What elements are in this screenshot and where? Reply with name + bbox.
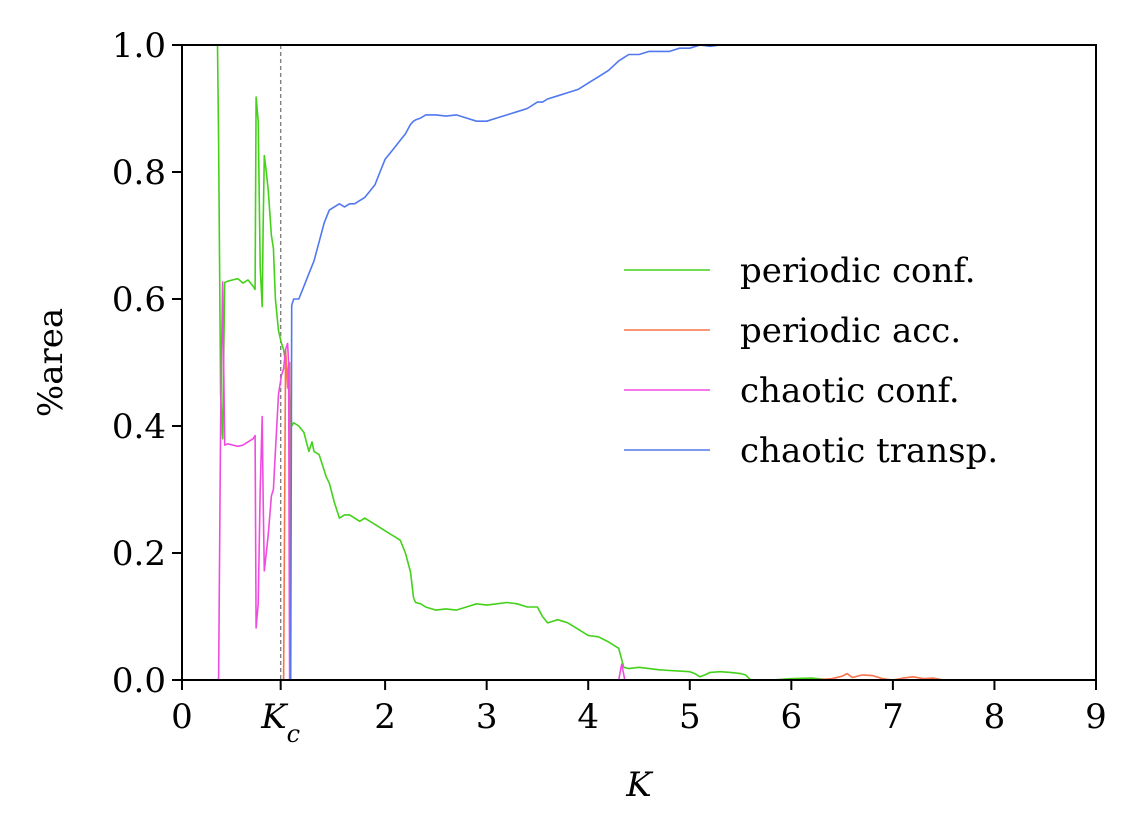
- legend-label-2: periodic acc.: [740, 311, 961, 351]
- series-line-4: [289, 44, 995, 681]
- x-tick-label: 3: [476, 697, 498, 737]
- y-axis-label: %area: [31, 308, 71, 417]
- x-tick-label: 4: [577, 697, 599, 737]
- x-tick-label: 2: [374, 697, 396, 737]
- x-axis: 0 Kc 2 3 4 5 6 7 8 9: [171, 680, 1107, 748]
- y-axis: 0.0 0.2 0.4 0.6 0.8 1.0: [112, 26, 182, 701]
- series-lines: [216, 44, 995, 681]
- legend-label-3: chaotic conf.: [740, 371, 960, 411]
- y-tick-label: 1.0: [112, 26, 166, 66]
- y-tick-label: 0.8: [112, 153, 166, 193]
- y-tick-label: 0.6: [112, 280, 166, 320]
- legend-label-1: periodic conf.: [740, 251, 976, 291]
- y-tick-label: 0.4: [112, 407, 166, 447]
- y-tick-label: 0.2: [112, 534, 166, 574]
- legend: periodic conf. periodic acc. chaotic conf.…: [624, 251, 998, 471]
- x-tick-label: 9: [1085, 697, 1107, 737]
- x-axis-label: K: [625, 765, 654, 805]
- y-tick-label: 0.0: [112, 661, 166, 701]
- x-tick-label: 5: [679, 697, 701, 737]
- plot-area: [181, 44, 1097, 681]
- x-tick-label: 8: [984, 697, 1006, 737]
- legend-label-4: chaotic transp.: [740, 431, 998, 471]
- series-line-1: [216, 44, 995, 681]
- x-tick-label: 6: [781, 697, 803, 737]
- plot-frame: [181, 44, 1097, 681]
- x-tick-label: 0: [171, 697, 193, 737]
- x-tick-label: Kc: [260, 697, 300, 748]
- x-tick-label: 7: [882, 697, 904, 737]
